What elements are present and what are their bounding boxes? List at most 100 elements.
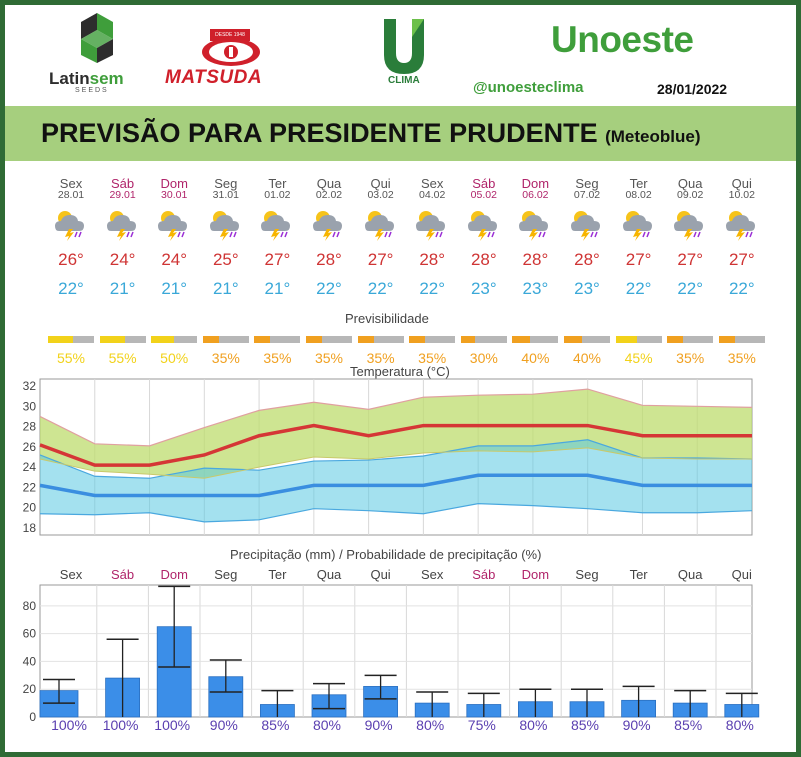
day-name: Qui — [370, 176, 391, 191]
previsibility-bar — [564, 336, 610, 343]
previsibility-fill — [615, 336, 637, 343]
precipitation-probability: 85% — [261, 717, 290, 733]
previsibility-bar — [460, 336, 507, 343]
y-tick-label: 80 — [23, 599, 37, 613]
max-temperature: 26° — [58, 250, 84, 269]
storm-sun-icon — [55, 211, 84, 241]
day-date: 07.02 — [573, 189, 601, 201]
previsibility-item: 30% — [460, 330, 508, 366]
cloud-shape — [261, 215, 291, 231]
precipitation-day-label: Seg — [214, 567, 238, 582]
rain-shape — [280, 231, 289, 238]
max-temperature: 27° — [625, 250, 652, 269]
day-name: Ter — [629, 176, 648, 191]
day-name: Sex — [59, 176, 83, 191]
previsibility-bar — [357, 336, 404, 343]
previsibility-fill — [718, 336, 735, 343]
previsibility-value: 35% — [676, 350, 705, 366]
max-temperature: 28° — [316, 250, 342, 269]
matsuda-logo-text: MATSUDA — [165, 67, 263, 88]
cloud-shape — [519, 215, 549, 231]
day-name: Qua — [677, 176, 703, 191]
min-temperature: 22° — [58, 279, 84, 298]
previsibility-value: 35% — [211, 350, 240, 366]
latinsem-logo-sub: SEEDS — [75, 87, 109, 94]
precipitation-day-label: Dom — [160, 567, 188, 582]
previsibility-track — [615, 336, 662, 343]
previsibility-value: 35% — [366, 350, 395, 366]
previsibility-bar — [151, 336, 198, 343]
rain-shape — [435, 231, 443, 238]
day-name: Ter — [268, 176, 287, 191]
rain-shape — [229, 231, 237, 238]
min-temperature: 23° — [470, 279, 497, 298]
max-temperature: 27° — [677, 250, 704, 269]
storm-sun-icon — [519, 211, 549, 241]
day-date: 06.02 — [522, 189, 549, 201]
max-range-lower — [39, 447, 752, 479]
min-range-lower — [39, 503, 753, 523]
storm-sun-icon — [158, 211, 188, 241]
precipitation-day-label: Sex — [59, 567, 83, 582]
previsibility-track — [357, 336, 404, 343]
day-date: 09.02 — [677, 189, 704, 201]
rain-shape — [641, 231, 650, 238]
previsibility-fill — [512, 336, 531, 343]
matsuda-logo-tag: DESDE 1948 — [210, 29, 250, 41]
max-temperature: 28° — [522, 250, 549, 269]
y-tick-label: 26 — [23, 440, 37, 454]
poster-frame: Latinsem SEEDS DESDE 1948 MATSUDA CLIMA … — [5, 5, 796, 752]
previsibility-fill — [151, 336, 175, 343]
latinsem-logo-text: Latinsem — [49, 69, 124, 88]
latinsem-logo-icon — [81, 13, 113, 63]
lightning-shape — [168, 229, 178, 241]
temperature-chart: 18 20 22 24 26 28 30 32 — [23, 378, 753, 536]
day-date: 01.02 — [264, 189, 291, 201]
cloud-shape — [622, 215, 652, 231]
title-bar — [5, 106, 796, 161]
storm-sun-icon — [622, 211, 652, 241]
min-temperature: 22° — [728, 279, 755, 298]
previsibility-value: 35% — [418, 350, 447, 366]
precipitation-probability: 85% — [674, 717, 703, 733]
previsibility-bar — [718, 336, 765, 343]
previsibility-title: Previsibilidade — [345, 311, 429, 326]
max-temperature-range-upper — [39, 388, 753, 447]
previsibility-value: 55% — [108, 350, 137, 366]
day-date: 30.01 — [161, 189, 188, 201]
day-date: 05.02 — [470, 189, 497, 201]
cloud-shape — [674, 215, 704, 231]
day-date: 04.02 — [419, 189, 446, 201]
lightning-shape — [684, 229, 694, 241]
day-date: 03.02 — [367, 189, 394, 201]
previsibility-item: 55% — [47, 330, 95, 366]
precipitation-day-label: Qui — [731, 567, 752, 582]
min-temperature: 22° — [419, 279, 446, 298]
previsibility-track — [667, 336, 714, 343]
precipitation-day-label: Seg — [575, 567, 599, 582]
lightning-shape — [65, 229, 74, 241]
rain-shape — [125, 231, 134, 238]
lightning-shape — [116, 229, 126, 241]
day-name: Qui — [731, 176, 752, 191]
previsibility-value: 35% — [727, 350, 756, 366]
precipitation-probability: 75% — [467, 717, 496, 733]
y-tick-label: 60 — [23, 627, 37, 641]
rain-shape — [590, 231, 598, 238]
min-temperature-range-upper — [39, 439, 753, 479]
cloud-shape — [158, 215, 188, 231]
previsibility-bar — [48, 336, 94, 343]
previsibility-value: 35% — [314, 350, 344, 366]
previsibility-fill — [357, 336, 374, 343]
previsibility-track — [202, 336, 249, 343]
precipitation-day-label: Ter — [629, 567, 648, 582]
y-tick-label: 40 — [23, 654, 37, 668]
precipitation-probability: 80% — [312, 717, 342, 733]
max-temperature: 27° — [367, 250, 394, 269]
day-date: 28.01 — [57, 189, 85, 201]
cloud-shape — [416, 215, 446, 231]
storm-sun-icon — [106, 211, 136, 241]
max-temperature-line — [39, 423, 752, 467]
rain-shape — [693, 231, 701, 238]
lightning-shape — [374, 229, 384, 241]
